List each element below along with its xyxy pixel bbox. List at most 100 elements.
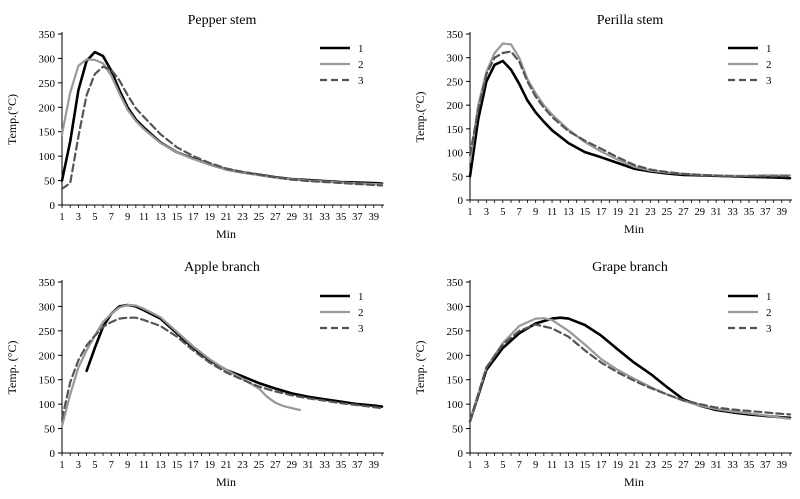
x-tick-label: 3 <box>76 212 81 223</box>
x-tick-label: 37 <box>352 460 363 471</box>
x-tick-label: 19 <box>612 460 623 471</box>
x-tick-label: 1 <box>467 207 472 218</box>
legend-label: 2 <box>766 307 772 319</box>
x-tick-label: 35 <box>336 212 347 223</box>
x-tick-label: 19 <box>612 207 623 218</box>
x-tick-label: 27 <box>678 460 689 471</box>
x-tick-label: 27 <box>678 207 689 218</box>
x-tick-label: 25 <box>254 460 265 471</box>
y-tick-label: 350 <box>447 29 464 41</box>
x-tick-label: 31 <box>711 207 722 218</box>
x-tick-label: 33 <box>319 212 330 223</box>
x-tick-label: 13 <box>563 207 574 218</box>
y-tick-label: 200 <box>447 350 464 362</box>
x-tick-label: 29 <box>286 460 297 471</box>
x-tick-label: 11 <box>547 207 557 218</box>
chart-title: Grape branch <box>592 260 668 275</box>
x-tick-label: 5 <box>500 207 505 218</box>
x-tick-label: 23 <box>237 460 248 471</box>
x-tick-label: 31 <box>303 212 314 223</box>
legend-label: 1 <box>766 43 772 55</box>
y-tick-label: 300 <box>39 53 56 65</box>
x-tick-label: 29 <box>694 207 705 218</box>
x-tick-label: 29 <box>694 460 705 471</box>
x-tick-label: 23 <box>645 460 656 471</box>
x-tick-label: 15 <box>580 460 591 471</box>
x-tick-label: 33 <box>319 460 330 471</box>
x-tick-label: 25 <box>254 212 265 223</box>
y-tick-label: 0 <box>458 448 464 460</box>
x-tick-label: 5 <box>92 460 97 471</box>
x-tick-label: 9 <box>125 212 130 223</box>
x-tick-label: 1 <box>467 460 472 471</box>
x-tick-label: 39 <box>369 460 380 471</box>
x-tick-label: 1 <box>59 212 64 223</box>
x-tick-label: 17 <box>596 460 607 471</box>
y-tick-label: 100 <box>39 151 56 163</box>
legend-label: 3 <box>766 75 772 87</box>
chart-title: Pepper stem <box>188 13 257 28</box>
y-tick-label: 150 <box>39 375 56 387</box>
legend-label: 3 <box>766 323 772 335</box>
y-tick-label: 250 <box>39 78 56 90</box>
x-tick-label: 3 <box>76 460 81 471</box>
legend-label: 1 <box>766 291 772 303</box>
legend-label: 2 <box>358 307 364 319</box>
x-tick-label: 5 <box>500 460 505 471</box>
x-axis-label: Min <box>624 222 644 236</box>
x-tick-label: 7 <box>517 207 522 218</box>
legend-label: 1 <box>358 291 364 303</box>
y-tick-label: 100 <box>39 399 56 411</box>
y-tick-label: 350 <box>447 277 464 289</box>
x-tick-label: 15 <box>172 460 183 471</box>
x-tick-label: 15 <box>580 207 591 218</box>
y-tick-label: 250 <box>447 76 464 88</box>
x-tick-label: 37 <box>760 207 771 218</box>
x-tick-label: 19 <box>204 212 215 223</box>
y-axis-label: Temp.(°C) <box>413 92 427 143</box>
x-tick-label: 21 <box>629 460 640 471</box>
legend-label: 3 <box>358 323 364 335</box>
y-axis-label: Temp. (°C) <box>413 341 427 395</box>
x-tick-label: 11 <box>547 460 557 471</box>
series-line-3 <box>60 316 384 420</box>
series-line-2 <box>60 58 384 186</box>
series-line-1 <box>85 303 384 408</box>
x-tick-label: 15 <box>172 212 183 223</box>
y-tick-label: 50 <box>44 176 56 188</box>
x-tick-label: 19 <box>204 460 215 471</box>
x-tick-label: 9 <box>533 207 538 218</box>
x-tick-label: 39 <box>777 460 788 471</box>
x-tick-label: 29 <box>286 212 297 223</box>
x-tick-label: 3 <box>484 460 489 471</box>
y-tick-label: 350 <box>39 29 56 41</box>
x-tick-label: 3 <box>484 207 489 218</box>
y-tick-label: 0 <box>50 200 56 212</box>
x-tick-label: 27 <box>270 460 281 471</box>
x-tick-label: 9 <box>125 460 130 471</box>
x-axis-label: Min <box>216 227 236 241</box>
x-tick-label: 7 <box>109 460 114 471</box>
y-tick-label: 250 <box>447 326 464 338</box>
x-tick-label: 31 <box>711 460 722 471</box>
series-line-1 <box>468 59 792 180</box>
x-tick-label: 13 <box>563 460 574 471</box>
y-tick-label: 300 <box>447 301 464 313</box>
x-tick-label: 21 <box>221 460 232 471</box>
legend-label: 1 <box>358 43 364 55</box>
x-tick-label: 17 <box>188 460 199 471</box>
x-tick-label: 7 <box>109 212 114 223</box>
y-tick-label: 250 <box>39 326 56 338</box>
x-tick-label: 23 <box>237 212 248 223</box>
y-tick-label: 350 <box>39 277 56 289</box>
x-tick-label: 21 <box>629 207 640 218</box>
y-tick-label: 300 <box>447 53 464 65</box>
y-tick-label: 200 <box>39 350 56 362</box>
x-tick-label: 13 <box>155 212 166 223</box>
x-tick-label: 17 <box>596 207 607 218</box>
legend-label: 2 <box>766 59 772 71</box>
